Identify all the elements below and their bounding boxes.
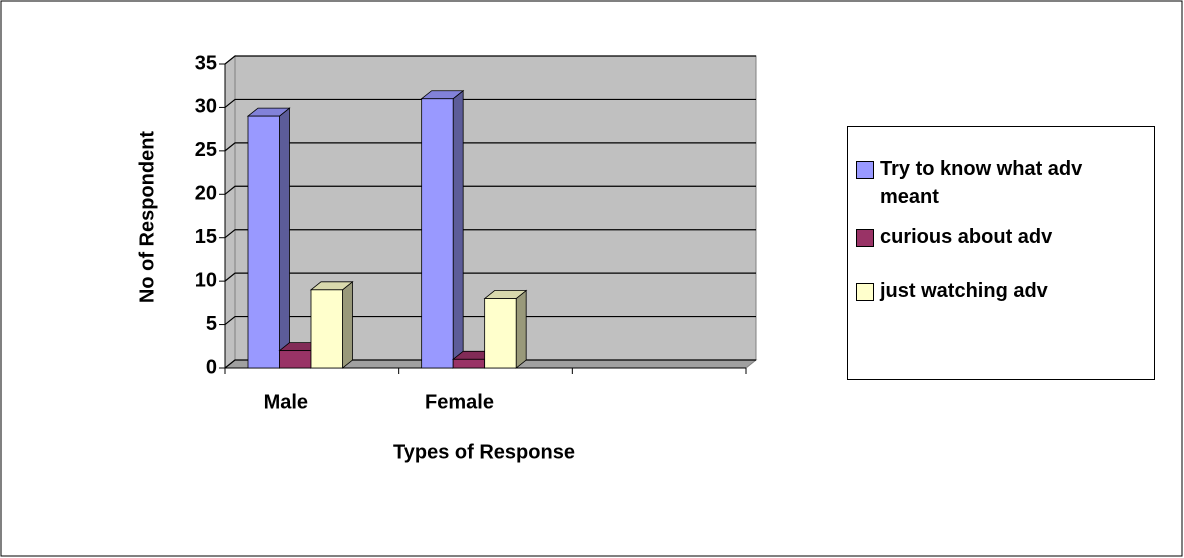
x-axis-title: Types of Response <box>393 441 575 463</box>
legend-item: Try to know what adv meant <box>856 155 1146 211</box>
bar-front <box>247 115 280 369</box>
y-axis-title: No of Respondent <box>136 131 158 304</box>
bar-front <box>421 98 454 369</box>
legend: Try to know what adv meant curious about … <box>847 126 1155 380</box>
bar-front <box>279 350 312 369</box>
grid-line <box>224 142 756 152</box>
bar <box>246 107 291 369</box>
bar-front <box>310 289 343 369</box>
grid-line <box>224 55 756 65</box>
grid-line <box>224 359 756 369</box>
grid-line <box>224 185 756 195</box>
grid-line <box>224 229 756 239</box>
grid-line <box>224 272 756 282</box>
y-tick-label: 15 <box>195 226 217 248</box>
y-tick-label: 30 <box>195 96 217 118</box>
legend-item: curious about adv <box>856 223 1146 251</box>
bar-side <box>342 280 353 369</box>
y-tick-label: 10 <box>195 269 217 291</box>
x-tick-label: Male <box>264 391 308 413</box>
grid-line <box>224 315 756 326</box>
bar <box>483 289 528 369</box>
legend-label: Try to know what adv meant <box>880 158 1083 208</box>
y-tick-label: 25 <box>195 139 217 161</box>
grid-line <box>224 98 756 108</box>
bar <box>420 89 465 369</box>
bar-side <box>452 89 464 369</box>
bar-front <box>484 298 517 369</box>
y-tick-label: 35 <box>195 52 217 74</box>
bar-front <box>452 358 486 369</box>
bar-side <box>279 107 290 369</box>
legend-swatch <box>856 229 874 247</box>
legend-swatch <box>856 283 874 301</box>
y-tick-label: 20 <box>195 183 217 205</box>
legend-label: curious about adv <box>880 226 1053 248</box>
legend-label: just watching adv <box>880 280 1048 302</box>
y-tick-label: 0 <box>206 356 217 378</box>
y-tick-label: 5 <box>206 313 217 335</box>
legend-swatch <box>856 161 874 179</box>
bar-side <box>515 289 527 369</box>
x-tick-label: Female <box>425 391 494 413</box>
legend-item: just watching adv <box>856 277 1146 305</box>
bar <box>309 280 354 369</box>
